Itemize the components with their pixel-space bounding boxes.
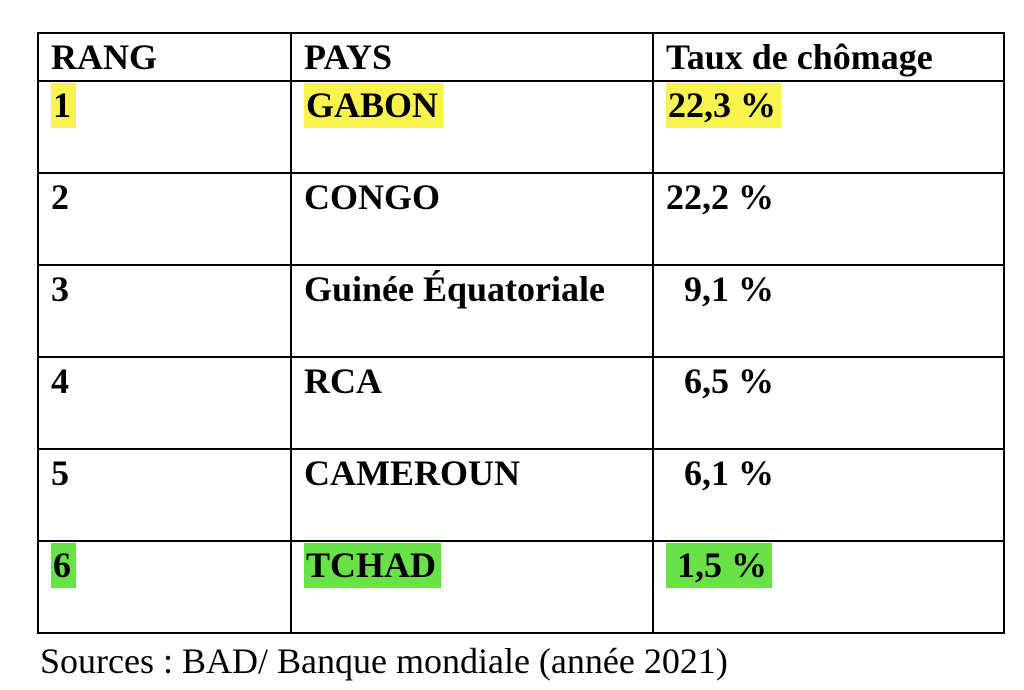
rate-cell: 6,5 % [652,355,1005,450]
rank-value: 2 [51,176,69,217]
rate-cell: 22,2 % [652,171,1005,266]
table-row-guinee-equatoriale: 3 Guinée Équatoriale 9,1 % [37,263,1005,358]
rank-value: 5 [51,452,69,493]
rate-value-highlighted: 22,3 % [666,82,781,128]
country-cell: Guinée Équatoriale [290,263,654,358]
country-value: Guinée Équatoriale [304,268,606,309]
country-value-highlighted: TCHAD [304,542,442,588]
rate-cell: 6,1 % [652,447,1005,542]
rank-value: 4 [51,360,69,401]
rate-value: 6,1 % [666,452,774,493]
rate-cell: 22,3 % [652,79,1005,174]
rank-cell: 2 [37,171,292,266]
country-cell: CONGO [290,171,654,266]
rank-value: 3 [51,268,69,309]
unemployment-rank-table: RANG PAYS Taux de chômage 1 GABON 22,3 %… [37,32,1005,634]
rate-value: 22,2 % [666,176,774,217]
rate-cell: 9,1 % [652,263,1005,358]
country-value: CONGO [304,176,441,217]
rank-cell: 5 [37,447,292,542]
table-row-gabon: 1 GABON 22,3 % [37,79,1005,174]
rank-value-highlighted: 6 [51,542,76,588]
rate-value: 9,1 % [666,268,774,309]
rank-cell: 1 [37,79,292,174]
country-value-highlighted: GABON [304,82,444,128]
table-row-congo: 2 CONGO 22,2 % [37,171,1005,266]
sources-note: Sources : BAD/ Banque mondiale (année 20… [40,641,728,681]
rank-value-highlighted: 1 [51,82,76,128]
rank-cell: 6 [37,539,292,634]
header-taux-de-chomage: Taux de chômage [652,32,1005,82]
rate-value-highlighted: 1,5 % [666,542,772,588]
table-row-tchad: 6 TCHAD 1,5 % [37,539,1005,634]
rank-cell: 3 [37,263,292,358]
country-cell: RCA [290,355,654,450]
country-cell: CAMEROUN [290,447,654,542]
rank-cell: 4 [37,355,292,450]
table-header-row: RANG PAYS Taux de chômage [37,32,1005,82]
country-cell: GABON [290,79,654,174]
country-cell: TCHAD [290,539,654,634]
rate-value: 6,5 % [666,360,774,401]
header-pays: PAYS [290,32,654,82]
table-row-rca: 4 RCA 6,5 % [37,355,1005,450]
country-value: RCA [304,360,382,401]
country-value: CAMEROUN [304,452,520,493]
rate-cell: 1,5 % [652,539,1005,634]
table-row-cameroun: 5 CAMEROUN 6,1 % [37,447,1005,542]
header-rang: RANG [37,32,292,82]
